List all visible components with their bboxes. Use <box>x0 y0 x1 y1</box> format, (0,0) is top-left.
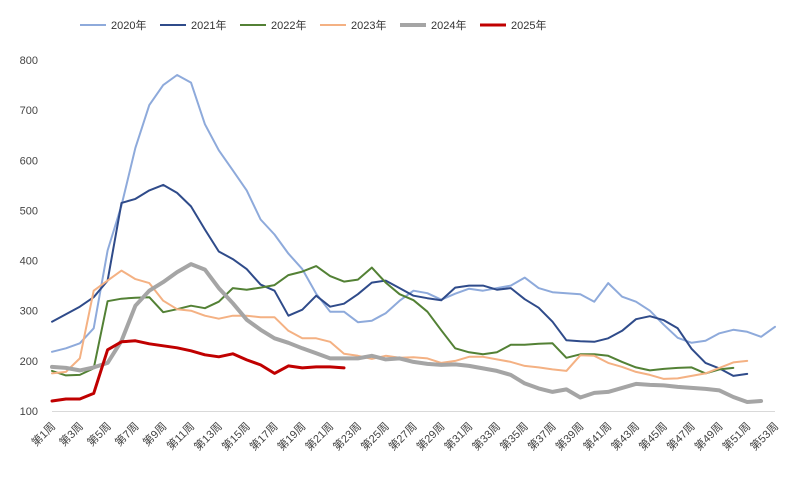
y-tick-label: 500 <box>20 205 38 217</box>
x-tick-label: 第43周 <box>608 419 642 453</box>
y-axis: 100 200 300 400 500 600 700 800 <box>20 55 38 418</box>
x-tick-label: 第45周 <box>636 419 670 453</box>
x-tick-label: 第15周 <box>219 419 253 453</box>
x-tick-label: 第29周 <box>413 419 447 453</box>
x-tick-label: 第3周 <box>56 419 86 449</box>
legend-label: 2022年 <box>271 18 306 32</box>
series-line-2022 <box>51 265 735 377</box>
x-tick-label: 第41周 <box>580 419 614 453</box>
x-tick-label: 第51周 <box>719 419 753 453</box>
x-tick-label: 第5周 <box>84 419 114 449</box>
legend: 2020年 2021年 2022年 2023年 2024年 2025年 <box>80 18 546 32</box>
series-line-2024 <box>50 262 764 404</box>
x-tick-label: 第21周 <box>302 419 336 453</box>
x-tick-label: 第25周 <box>358 419 392 453</box>
x-tick-label: 第33周 <box>469 419 503 453</box>
x-tick-label: 第27周 <box>386 419 420 453</box>
series-line-2020 <box>51 74 776 353</box>
x-tick-label: 第19周 <box>274 419 308 453</box>
x-tick-label: 第23周 <box>330 419 364 453</box>
x-tick-label: 第7周 <box>112 419 142 449</box>
y-tick-label: 600 <box>20 155 38 167</box>
y-tick-label: 800 <box>20 55 38 67</box>
y-tick-label: 700 <box>20 105 38 117</box>
x-axis: 第1周 第3周 第5周 第7周 第9周第11周第13周第15周第17周第19周第21周第… <box>28 411 781 453</box>
x-tick-label: 第53周 <box>747 419 781 453</box>
y-tick-label: 400 <box>20 256 38 268</box>
x-tick-label: 第39周 <box>552 419 586 453</box>
legend-label: 2023年 <box>351 18 386 32</box>
x-tick-label: 第49周 <box>691 419 725 453</box>
x-tick-label: 第17周 <box>246 419 280 453</box>
series-line-2021 <box>51 183 749 377</box>
y-tick-label: 100 <box>20 406 38 418</box>
y-tick-label: 200 <box>20 356 38 368</box>
legend-label: 2025年 <box>511 18 546 32</box>
series-line-2025 <box>50 339 346 403</box>
y-tick-label: 300 <box>20 306 38 318</box>
legend-label: 2024年 <box>431 18 466 32</box>
legend-label: 2021年 <box>191 18 226 32</box>
x-tick-label: 第37周 <box>525 419 559 453</box>
series-layer <box>50 74 776 404</box>
x-tick-label: 第1周 <box>28 419 58 449</box>
legend-label: 2020年 <box>111 18 146 32</box>
x-tick-label: 第35周 <box>497 419 531 453</box>
x-tick-label: 第47周 <box>664 419 698 453</box>
x-tick-label: 第31周 <box>441 419 475 453</box>
x-tick-label: 第11周 <box>164 419 198 453</box>
x-tick-label: 第13周 <box>191 419 225 453</box>
